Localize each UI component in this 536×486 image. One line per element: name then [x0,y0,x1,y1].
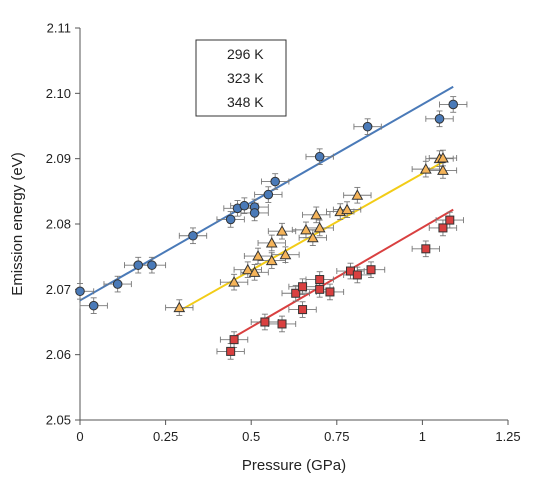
error-bars [77,96,468,360]
data-point [448,99,459,110]
data-point [147,260,157,270]
data-point [241,263,254,275]
legend: 296 K 323 K 348 K [195,39,287,117]
data-point [351,189,364,200]
data-point [438,223,448,233]
data-point [298,282,308,292]
legend-label: 296 K [227,46,264,62]
data-markers [75,49,459,356]
legend-label: 348 K [227,94,264,110]
legend-box [195,39,287,117]
data-point [239,200,250,211]
data-point [112,279,123,289]
data-point [265,236,278,248]
x-axis-title: Pressure (GPa) [242,457,346,474]
x-tick-label: 0 [76,429,83,444]
data-point [88,300,99,311]
y-tick-label: 2.06 [46,347,71,362]
y-tick-label: 2.09 [46,151,71,166]
data-point [310,208,323,220]
data-point [313,221,326,233]
y-axis-title: Emission energy (eV) [9,152,26,295]
fit-lines [79,85,454,338]
data-point [228,276,240,287]
data-point [325,287,335,297]
data-point [277,319,287,329]
data-point [434,114,445,124]
data-point [341,203,353,215]
data-point [173,301,186,313]
data-point [298,305,308,315]
data-point [306,231,319,243]
data-point [276,225,288,236]
data-point [291,288,301,298]
data-point [188,230,198,241]
data-point [260,317,270,327]
data-point [445,215,455,225]
data-point [314,151,325,162]
data-point [437,164,449,175]
x-tick-label: 0.25 [153,429,178,444]
data-point [366,265,376,275]
data-point [133,260,144,270]
y-tick-label: 2.08 [46,217,71,232]
data-point [270,176,280,187]
y-tick-label: 2.07 [46,282,71,297]
x-tick-label: 1 [419,429,426,444]
data-point [229,335,239,345]
data-point [265,254,278,266]
data-point [249,208,260,218]
data-point [362,121,373,132]
data-point [75,286,85,297]
y-tick-label: 2.05 [46,413,71,428]
data-point [419,163,432,174]
data-point [352,270,362,280]
x-tick-label: 0.75 [324,429,349,444]
data-point [225,214,236,225]
x-tick-label: 0.5 [242,429,260,444]
data-point [263,189,274,200]
legend-label: 323 K [227,70,264,86]
data-point [300,223,312,235]
y-tick-label: 2.10 [46,86,71,101]
data-point [315,284,325,294]
data-point [248,266,261,277]
data-point [437,151,449,163]
data-point [315,275,325,285]
data-point [252,249,264,261]
y-tick-label: 2.11 [47,21,71,36]
x-tick-label: 1.25 [495,429,520,444]
axes: 0 0.25 0.5 0.75 1 1.25 2.05 2.06 2.07 2.08 2.09 2.1… [46,21,521,445]
data-point [226,346,236,356]
data-point [421,244,431,254]
data-point [279,248,292,260]
